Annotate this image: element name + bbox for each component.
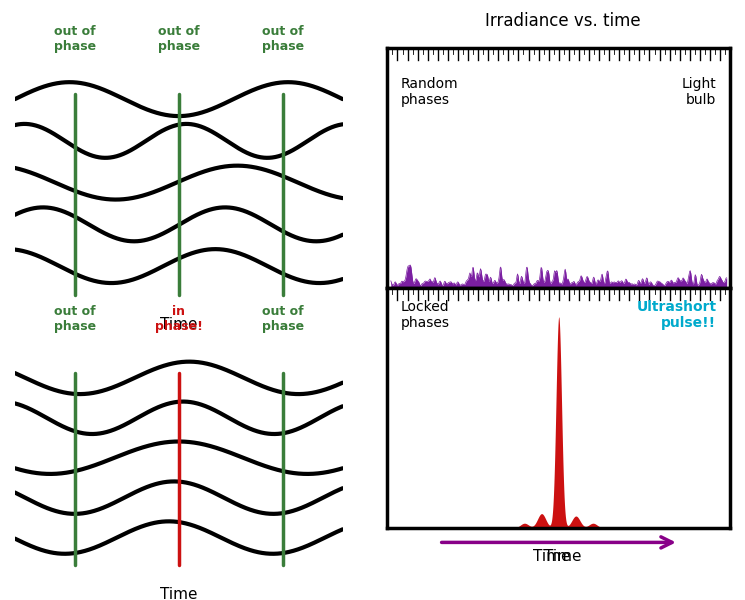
Text: Locked
phases: Locked phases <box>401 300 450 330</box>
Text: Ultrashort
pulse!!: Ultrashort pulse!! <box>636 300 717 330</box>
Text: out of
phase: out of phase <box>54 25 96 53</box>
Text: Time: Time <box>160 587 197 600</box>
Text: Random
phases: Random phases <box>401 77 459 107</box>
Text: out of
phase: out of phase <box>54 305 96 334</box>
Text: in
phase!: in phase! <box>155 305 203 334</box>
Text: Time: Time <box>544 549 581 564</box>
Text: out of
phase: out of phase <box>158 25 200 53</box>
Text: out of
phase: out of phase <box>261 25 304 53</box>
Text: Time: Time <box>533 550 571 564</box>
Text: Light
bulb: Light bulb <box>682 77 717 107</box>
Text: out of
phase: out of phase <box>261 305 304 334</box>
Text: Irradiance vs. time: Irradiance vs. time <box>485 12 640 30</box>
Text: Time: Time <box>160 317 197 332</box>
